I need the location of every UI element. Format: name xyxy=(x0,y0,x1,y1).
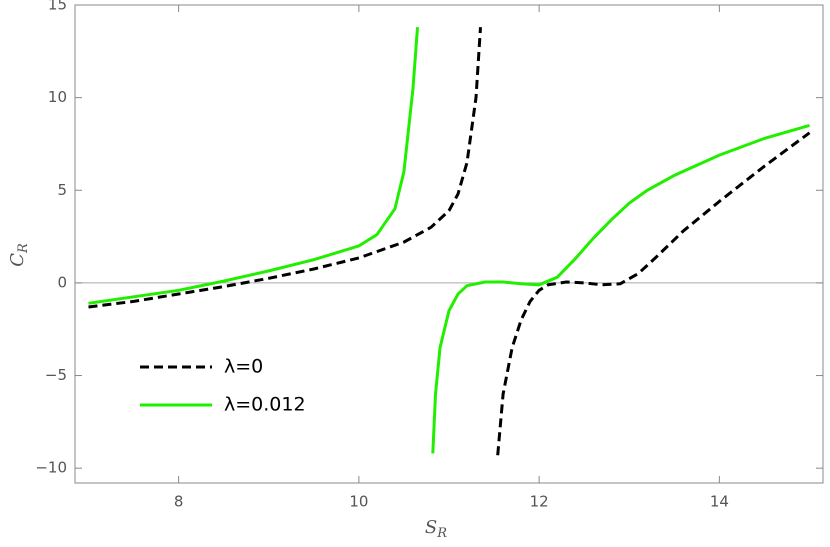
legend-label: λ=0 xyxy=(224,356,263,378)
legend-label: λ=0.012 xyxy=(224,394,306,416)
series-line xyxy=(88,27,810,454)
y-tick-label: −5 xyxy=(45,366,67,384)
x-tick-label: 14 xyxy=(710,493,729,511)
y-tick-label: −10 xyxy=(35,459,67,477)
x-tick-label: 10 xyxy=(349,493,368,511)
x-axis-label-sub: R xyxy=(436,526,447,541)
y-axis-label: CR xyxy=(7,243,31,267)
plot-frame xyxy=(74,4,824,484)
y-axis-label-main: C xyxy=(7,253,28,267)
x-axis-label: SR xyxy=(425,517,447,541)
y-tick-label: 5 xyxy=(57,181,67,199)
y-tick-label: 0 xyxy=(57,273,67,291)
x-axis-label-main: S xyxy=(425,517,437,538)
y-tick-label: 15 xyxy=(48,0,67,14)
series-line xyxy=(88,27,811,456)
y-tick-label: 10 xyxy=(48,88,67,106)
x-tick-label: 12 xyxy=(530,493,549,511)
x-tick-label: 8 xyxy=(174,493,184,511)
y-axis-label-sub: R xyxy=(16,243,31,254)
